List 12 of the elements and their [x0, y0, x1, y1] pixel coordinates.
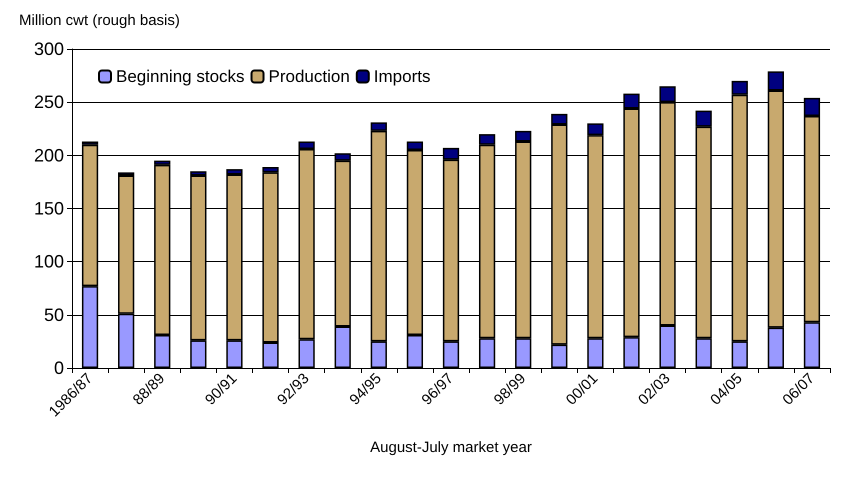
x-axis-title: August-July market year	[370, 439, 532, 456]
y-tick-label: 150	[34, 198, 64, 218]
legend-label: Beginning stocks	[116, 67, 245, 86]
legend-label: Production	[268, 67, 350, 86]
y-tick-label: 0	[54, 358, 64, 378]
y-tick-label: 50	[44, 304, 64, 325]
y-axis-title: Million cwt (rough basis)	[19, 12, 180, 29]
y-tick-label: 250	[34, 92, 64, 112]
y-tick-label: 100	[34, 252, 64, 272]
legend-label: Imports	[374, 67, 430, 86]
y-tick-label: 300	[34, 39, 64, 59]
y-tick-label: 200	[34, 145, 64, 166]
